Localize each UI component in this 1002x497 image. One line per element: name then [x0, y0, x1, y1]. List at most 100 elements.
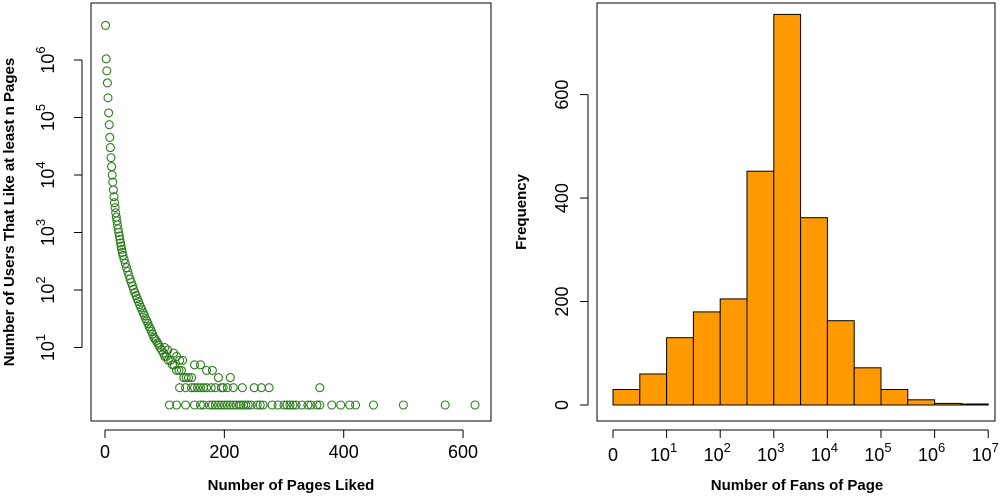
scatter-x-tick-label: 0 [100, 442, 110, 462]
scatter-point [246, 400, 256, 410]
scatter-point [169, 360, 179, 370]
histogram-bar [960, 403, 989, 406]
scatter-point [312, 400, 322, 410]
histogram-y-axis-title: Frequency [513, 173, 530, 250]
scatter-point [155, 342, 165, 353]
scatter-point [102, 78, 112, 88]
histogram-bar [907, 399, 936, 406]
scatter-point [189, 360, 200, 370]
histogram-bar [853, 367, 882, 406]
scatter-point [204, 400, 214, 410]
scatter-point [249, 383, 259, 393]
histogram-y-axis: 0 200 400 600 [552, 80, 589, 410]
scatter-point [282, 400, 292, 410]
scatter-point [255, 400, 265, 410]
scatter-point [213, 373, 223, 383]
scatter-y-tick-label: 104 [33, 161, 58, 188]
scatter-point [114, 227, 124, 238]
scatter-point [207, 365, 217, 375]
scatter-point [113, 224, 123, 234]
scatter-point [174, 365, 184, 375]
histogram-x-tick-label: 105 [864, 440, 891, 465]
histogram-x-tick-label: 106 [918, 440, 945, 465]
scatter-point [181, 400, 191, 410]
scatter-point [118, 250, 128, 260]
scatter-point [186, 373, 197, 383]
scatter-point [181, 373, 191, 383]
histogram-x-tick-label: 107 [972, 440, 999, 465]
scatter-point [164, 400, 175, 410]
scatter-y-tick-label: 102 [33, 276, 58, 303]
scatter-point [231, 400, 241, 410]
scatter-point [219, 400, 229, 410]
scatter-point [351, 400, 361, 410]
scatter-point [115, 238, 126, 248]
scatter-point [368, 400, 379, 410]
scatter-x-axis-title: Number of Pages Liked [208, 477, 375, 494]
scatter-point [440, 400, 450, 410]
scatter-point [195, 400, 206, 410]
scatter-point [163, 345, 173, 355]
histogram-bar [826, 320, 855, 406]
scatter-plot-frame [90, 2, 492, 422]
histogram-bar [719, 298, 748, 406]
histogram-y-tick-label: 600 [552, 80, 572, 110]
scatter-point [345, 400, 355, 410]
histogram-bar [692, 311, 721, 406]
scatter-point [160, 342, 170, 353]
scatter-point [105, 143, 115, 153]
scatter-point [306, 400, 316, 410]
scatter-point [258, 400, 268, 410]
histogram-x-tick-label: 102 [704, 440, 731, 465]
scatter-point [267, 400, 277, 410]
histogram-x-tick-label: 101 [650, 440, 677, 465]
scatter-point [225, 373, 235, 383]
scatter-point [172, 365, 182, 375]
scatter-point [189, 400, 200, 410]
histogram-bar [666, 337, 694, 406]
scatter-point [201, 365, 212, 375]
scatter-point [315, 383, 325, 393]
scatter-point [198, 400, 209, 410]
histogram-bar [612, 389, 641, 406]
scatter-point [207, 400, 217, 410]
scatter-point [144, 322, 154, 332]
histogram-bar [746, 170, 775, 406]
histogram-x-tick-label: 103 [757, 440, 784, 465]
scatter-point [175, 383, 185, 393]
scatter-x-tick-label: 400 [329, 442, 359, 462]
scatter-point [236, 400, 246, 410]
scatter-point [470, 400, 480, 410]
scatter-point [186, 383, 197, 393]
scatter-point [237, 383, 247, 393]
scatter-point [101, 20, 111, 30]
scatter-x-tick-label: 200 [209, 442, 239, 462]
scatter-x-axis: 0 200 400 600 [100, 429, 478, 462]
scatter-point [252, 400, 262, 410]
scatter-point [195, 360, 206, 370]
scatter-point [104, 120, 114, 130]
scatter-point [178, 355, 188, 365]
scatter-point [327, 400, 337, 410]
scatter-point [303, 400, 313, 410]
scatter-point [106, 153, 116, 163]
scatter-point [201, 383, 212, 393]
histogram-y-tick-label: 0 [552, 400, 572, 410]
scatter-point [218, 383, 228, 393]
scatter-point [285, 400, 295, 410]
scatter-point [189, 383, 200, 393]
scatter-point [114, 231, 124, 241]
scatter-point [210, 400, 220, 410]
scatter-point [315, 400, 325, 410]
scatter-y-tick-label: 103 [33, 219, 58, 246]
scatter-point [102, 66, 112, 76]
scatter-point [228, 383, 238, 393]
scatter-panel: 0 200 400 600 101 102 103 104 105 106 Number of … [1, 2, 492, 494]
scatter-point [109, 192, 119, 202]
scatter-point [117, 244, 127, 254]
scatter-point [213, 400, 223, 410]
histogram-x-axis: 0 101 102 103 104 105 106 107 [608, 429, 999, 465]
scatter-y-axis: 101 102 103 104 105 106 [33, 46, 83, 361]
scatter-point [172, 400, 182, 410]
